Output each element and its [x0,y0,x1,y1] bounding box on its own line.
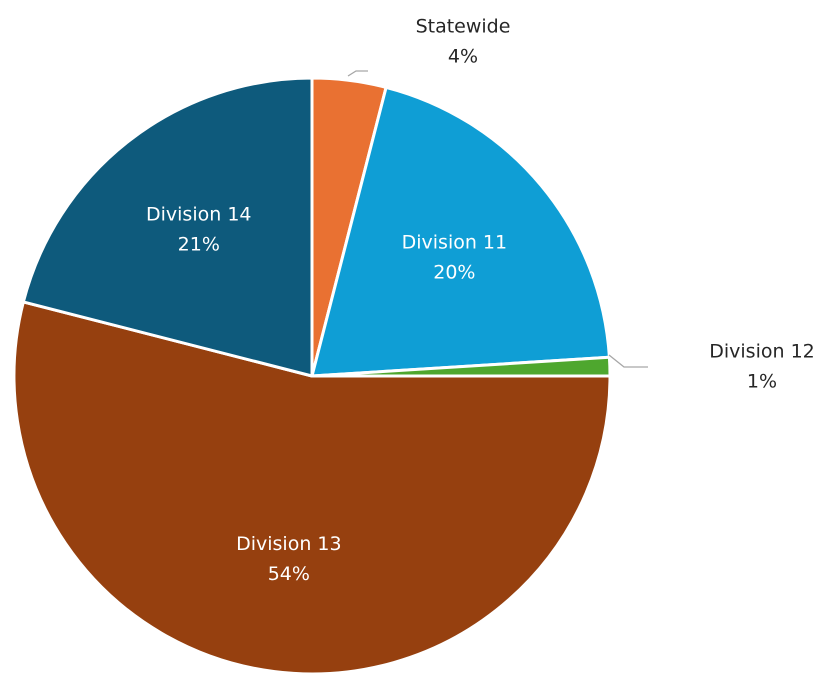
slice-label-division-12: Division 12 [709,341,815,363]
pie-slice-division-13 [12,300,612,673]
slice-label-division-14: Division 14 [146,204,252,226]
slice-label-division-13: Division 13 [236,533,342,555]
pie-slice-division-11 [310,85,611,378]
leader-line-division-12 [608,354,648,368]
slice-percent-division-11: 20% [433,262,475,284]
slice-percent-division-14: 21% [178,234,220,256]
slice-label-statewide: Statewide [416,16,511,38]
leader-lines [347,70,648,368]
pie-slices [12,76,612,673]
slice-label-division-11: Division 11 [402,232,508,254]
slice-percent-division-12: 1% [747,371,777,393]
pie-slice-division-14 [21,76,314,378]
slice-labels: Statewide 4% Division 11 20% Division 12 1% Di… [146,16,815,585]
slice-percent-division-13: 54% [268,563,310,585]
slice-percent-statewide: 4% [448,46,478,68]
leader-line-statewide [347,70,368,77]
